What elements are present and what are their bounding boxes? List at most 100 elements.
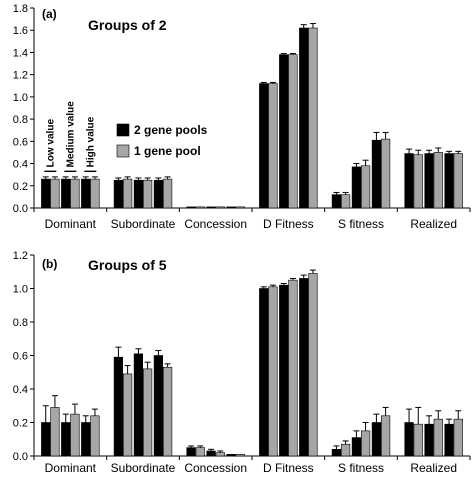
category-label: Concession [184, 461, 247, 475]
bar [340, 194, 351, 209]
bar [380, 415, 391, 457]
category-label: Concession [184, 217, 247, 231]
bar [351, 166, 362, 209]
bar [268, 286, 278, 457]
y-tick-label: 1.2 [13, 250, 28, 262]
category-label: D Fitness [263, 217, 314, 231]
bar [143, 368, 153, 457]
bar [331, 194, 342, 209]
bar [113, 356, 123, 457]
category-label: Subordinate [111, 217, 176, 231]
bar [133, 353, 144, 457]
category-label: Subordinate [111, 461, 176, 475]
bar [143, 179, 153, 209]
bar [259, 83, 269, 209]
chart-title: Groups of 5 [88, 257, 167, 273]
panel-label: (a) [42, 7, 57, 21]
y-tick-label: 0.0 [13, 203, 28, 215]
y-tick-label: 1.6 [13, 25, 28, 37]
category-label: D Fitness [263, 461, 314, 475]
panel-label: (b) [42, 257, 57, 271]
value-level-label: Low value [45, 119, 56, 168]
legend-swatch [116, 123, 130, 137]
chart-panel-a: 0.0 0.2 0.4 0.6 0.8 1.0 1.2 1.4 1.6 1.8 Dominant Su… [13, 3, 471, 231]
bar [279, 284, 289, 457]
bar [206, 206, 216, 209]
bar [41, 422, 51, 457]
bar [61, 422, 71, 457]
bar [113, 179, 123, 209]
bar [453, 418, 463, 457]
value-level-label: Medium value [65, 101, 76, 168]
bar [215, 206, 225, 209]
y-tick-label: 0.4 [13, 384, 28, 396]
bar [90, 415, 100, 457]
bar [340, 443, 351, 457]
bar [413, 423, 423, 457]
legend-swatch [116, 144, 130, 158]
bar [186, 447, 196, 457]
y-tick-label: 1.4 [13, 47, 28, 59]
bar [226, 454, 236, 457]
value-level-label: High value [85, 116, 96, 167]
bar [299, 278, 309, 457]
bar [123, 178, 133, 209]
y-tick-label: 1.0 [13, 284, 28, 296]
bar [424, 153, 434, 209]
bar [70, 178, 80, 209]
bar [288, 54, 298, 209]
bar [444, 423, 454, 457]
bar [235, 454, 245, 457]
bar [195, 206, 205, 209]
bar [186, 206, 196, 209]
bar [81, 422, 91, 457]
bar [288, 279, 298, 457]
chart-panel-b: 0.0 0.2 0.4 0.6 0.8 1.0 1.2 Dominant Subordinate… [13, 250, 471, 475]
bar [153, 179, 164, 209]
bar [61, 178, 71, 209]
y-tick-label: 1.2 [13, 70, 28, 82]
bar [279, 54, 289, 209]
y-tick-label: 0.2 [13, 181, 28, 193]
legend-label: 2 gene pools [134, 123, 208, 137]
bar [331, 448, 342, 457]
bar [351, 437, 362, 457]
y-tick-label: 0.6 [13, 136, 28, 148]
bar [50, 178, 60, 209]
bar [70, 413, 80, 457]
bar [226, 206, 236, 209]
y-tick-label: 0.8 [13, 114, 28, 126]
category-label: Dominant [45, 217, 97, 231]
bar [433, 418, 443, 457]
bar [90, 178, 100, 209]
bar [41, 178, 51, 209]
bar [215, 452, 225, 457]
y-tick-label: 0.8 [13, 317, 28, 329]
bar [163, 366, 173, 457]
category-label: S fitness [338, 461, 384, 475]
category-label: S fitness [338, 217, 384, 231]
bar [81, 178, 91, 209]
bar [195, 447, 205, 457]
y-tick-label: 1.0 [13, 92, 28, 104]
bar [308, 27, 318, 209]
y-tick-label: 1.8 [13, 3, 28, 15]
bar [424, 423, 434, 457]
bar [163, 178, 173, 209]
bar [371, 139, 382, 209]
bar [360, 430, 371, 457]
bar [133, 179, 144, 209]
y-tick-label: 0.6 [13, 351, 28, 363]
bar [371, 422, 382, 457]
bar [404, 153, 414, 209]
bar [453, 153, 463, 209]
bar [153, 355, 164, 457]
bar [235, 206, 245, 209]
chart-title: Groups of 2 [88, 17, 167, 33]
y-tick-label: 0.0 [13, 451, 28, 463]
bar [259, 288, 269, 457]
legend-label: 1 gene pool [134, 144, 201, 158]
bar [444, 153, 454, 209]
bar [123, 373, 133, 457]
